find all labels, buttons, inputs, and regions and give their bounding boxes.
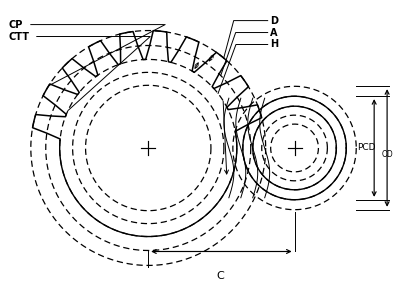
Text: OD: OD xyxy=(381,151,393,160)
Text: C: C xyxy=(216,271,224,281)
Text: A: A xyxy=(270,28,277,37)
Text: PCD: PCD xyxy=(357,144,376,153)
Text: H: H xyxy=(270,39,278,50)
Text: CTT: CTT xyxy=(9,32,30,41)
Text: CP: CP xyxy=(9,20,23,30)
Text: D: D xyxy=(270,16,278,26)
